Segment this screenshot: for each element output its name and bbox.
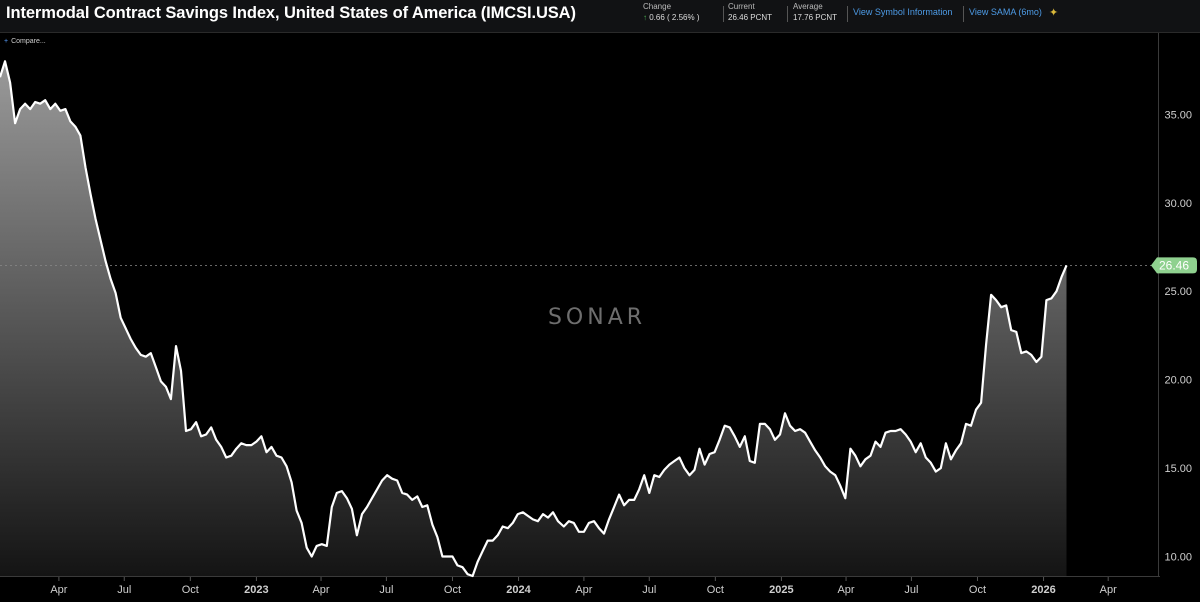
header-divider [963, 6, 964, 22]
view-sama-link[interactable]: View SAMA (6mo) [969, 7, 1042, 17]
current-stat: Current 26.46 PCNT [728, 1, 772, 23]
y-tick-label: 35.00 [1164, 109, 1192, 121]
x-axis: Apr Jul Oct 2023 Apr Jul Oct 2024 Apr Jul Oct 2025 A… [50, 577, 1117, 596]
x-tick-label: Oct [444, 584, 461, 596]
x-tick-label: Apr [50, 584, 67, 596]
series-area [0, 61, 1067, 577]
x-tick-label: Jul [642, 584, 656, 596]
x-tick-label: Apr [837, 584, 854, 596]
plus-icon: + [4, 38, 9, 45]
average-label: Average [793, 2, 823, 11]
arrow-up-icon: ↑ [643, 13, 647, 22]
header-divider [723, 6, 724, 22]
y-tick-label: 10.00 [1164, 552, 1192, 564]
chart-header: Intermodal Contract Savings Index, Unite… [0, 0, 1200, 33]
x-tick-label: Apr [1100, 584, 1117, 596]
x-tick-label: 2024 [506, 584, 531, 596]
average-stat: Average 17.76 PCNT [793, 1, 837, 23]
y-tick-label: 15.00 [1164, 463, 1192, 475]
header-divider [847, 6, 848, 22]
x-tick-label: Oct [707, 584, 724, 596]
current-label: Current [728, 2, 755, 11]
y-axis: 10.00 15.00 20.00 25.00 30.00 35.00 [1164, 109, 1192, 563]
x-tick-label: Apr [312, 584, 329, 596]
y-tick-label: 25.00 [1164, 286, 1192, 298]
view-symbol-info-link[interactable]: View Symbol Information [853, 7, 953, 17]
change-value: 0.66 ( 2.56% ) [649, 13, 700, 22]
x-tick-label: Jul [379, 584, 393, 596]
x-tick-label: Jul [117, 584, 131, 596]
x-tick-label: Apr [575, 584, 592, 596]
x-tick-label: Oct [182, 584, 199, 596]
x-tick-label: Oct [969, 584, 986, 596]
badge-value: 26.46 [1159, 258, 1189, 272]
change-label: Change [643, 2, 672, 11]
header-divider [787, 6, 788, 22]
change-stat: Change ↑ 0.66 ( 2.56% ) [643, 1, 699, 23]
x-tick-label: Jul [904, 584, 918, 596]
x-tick-label: 2023 [244, 584, 268, 596]
current-value: 26.46 PCNT [728, 13, 773, 22]
sonar-watermark: SONAR [548, 305, 646, 330]
badge-shape [1151, 257, 1197, 274]
x-tick-label: 2026 [1031, 584, 1055, 596]
chart-sparkle-icon[interactable]: ✦ [1049, 7, 1059, 19]
chart-title: Intermodal Contract Savings Index, Unite… [6, 4, 576, 22]
compare-button[interactable]: + Compare... [4, 38, 46, 45]
y-tick-label: 30.00 [1164, 198, 1192, 210]
series-line [0, 60, 1068, 578]
current-value-badge: 26.46 [1151, 257, 1197, 274]
x-tick-label: 2025 [769, 584, 793, 596]
average-value: 17.76 PCNT [793, 13, 838, 22]
y-tick-label: 20.00 [1164, 375, 1192, 387]
compare-label: Compare... [11, 38, 46, 45]
